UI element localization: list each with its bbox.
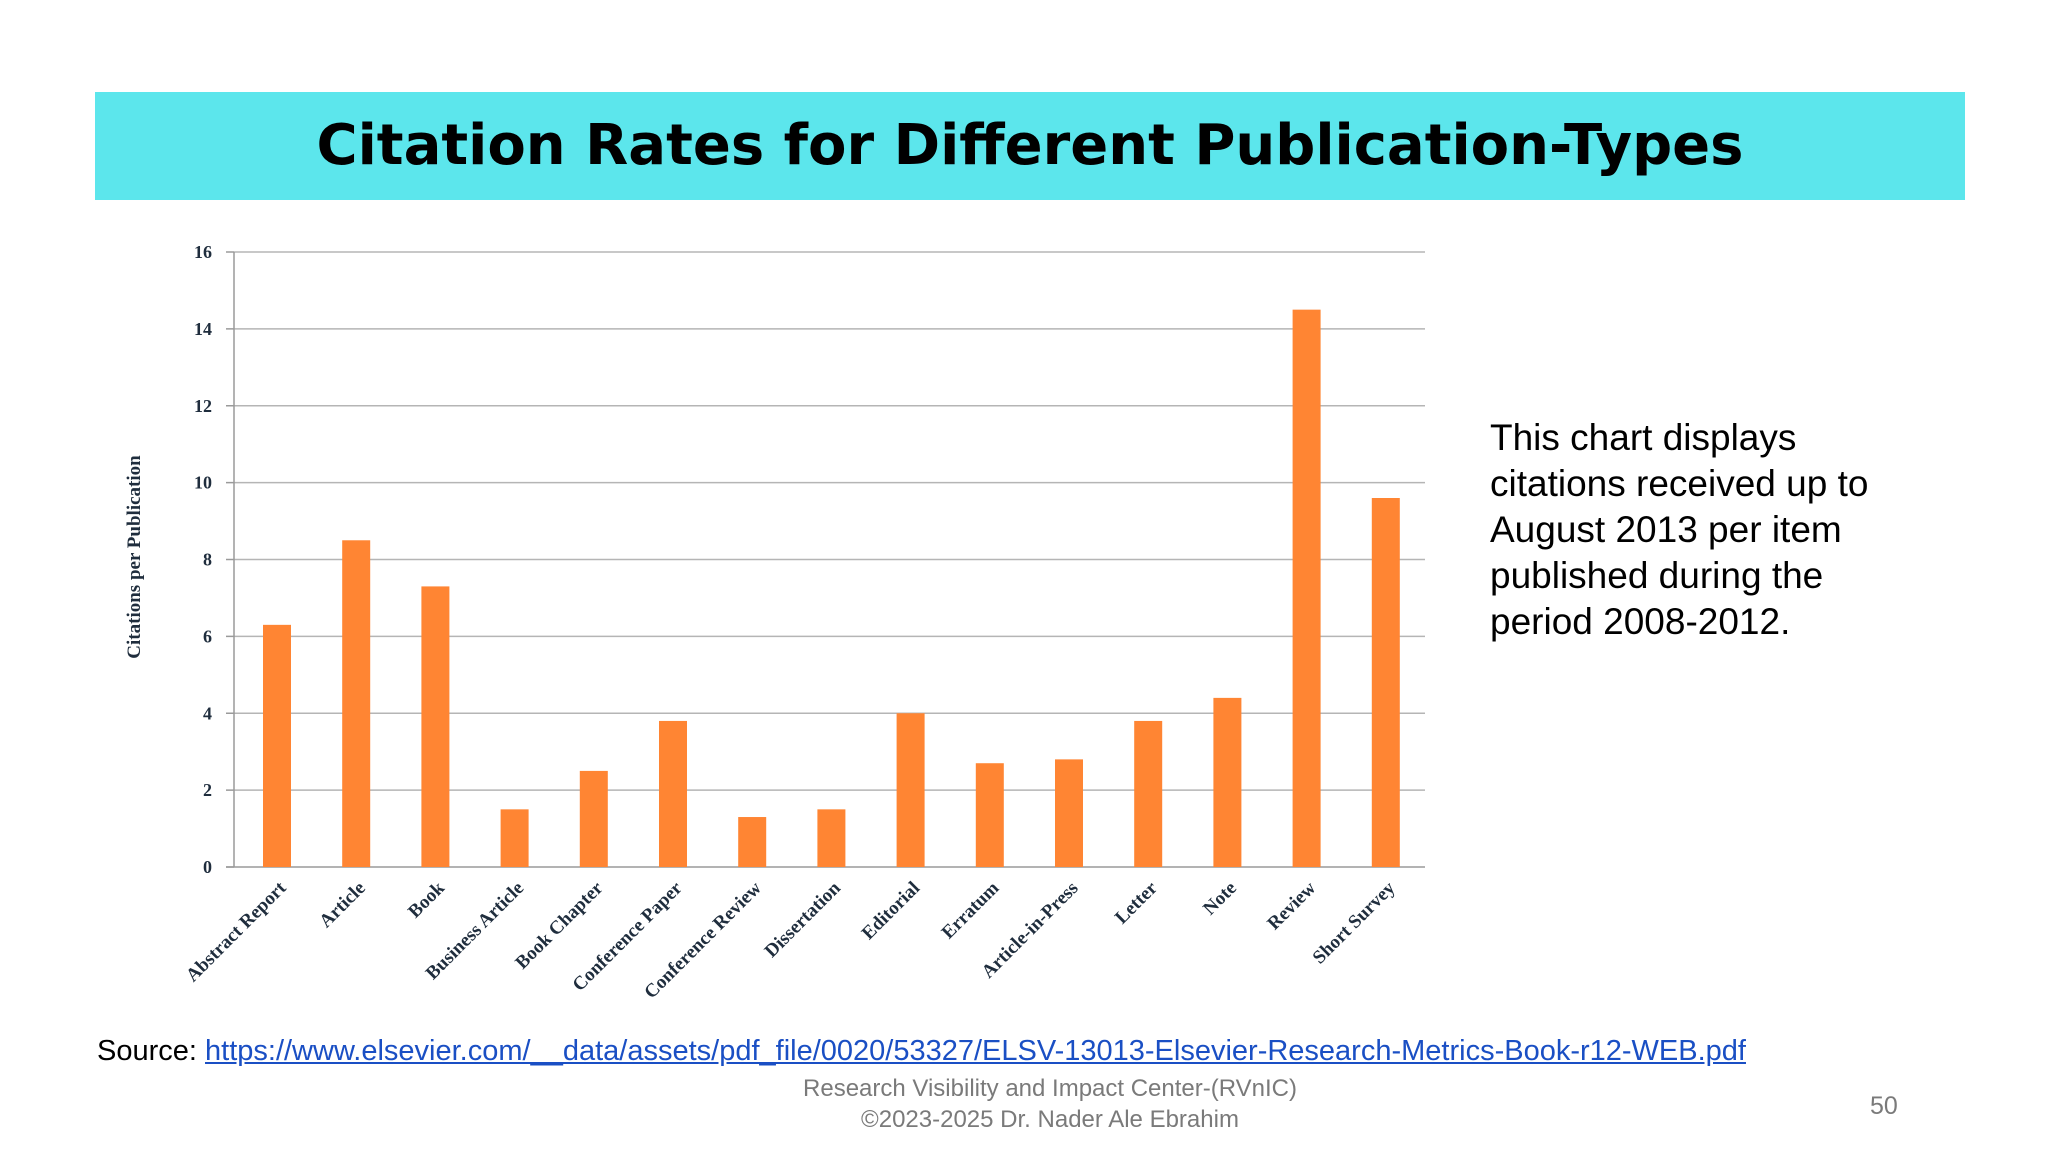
x-tick-label: Abstract Report (182, 877, 291, 986)
bar-letter (1134, 720, 1163, 867)
bar-note (1213, 697, 1242, 867)
chart-gridlines (234, 251, 1425, 791)
source-line: Source: https://www.elsevier.com/__data/… (97, 1035, 1746, 1068)
bar-short-survey (1371, 498, 1400, 867)
bar-article (342, 540, 371, 867)
slide-title: Citation Rates for Different Publication… (316, 113, 1744, 178)
bar-conference-paper (659, 720, 687, 867)
source-link[interactable]: https://www.elsevier.com/__data/assets/p… (205, 1035, 1746, 1067)
footer-organization: Research Visibility and Impact Center-(R… (803, 1075, 1297, 1102)
x-tick-label: Book (404, 877, 449, 922)
bar-book-chapter (579, 770, 608, 867)
x-tick-label: Editorial (858, 878, 924, 944)
y-tick-label: 6 (203, 626, 212, 646)
bar-editorial (896, 713, 925, 867)
y-tick-label: 0 (203, 857, 212, 877)
y-tick-label: 14 (194, 319, 212, 339)
chart-y-tick-labels: 0 2 4 6 8 10 12 14 16 (194, 242, 212, 877)
y-tick-label: 4 (203, 703, 212, 723)
bar-article-in-press (1055, 759, 1083, 867)
bar-book (421, 586, 450, 867)
x-tick-label: Letter (1111, 877, 1162, 928)
bar-abstract-report (263, 624, 291, 867)
x-tick-label: Dissertation (761, 877, 846, 962)
y-tick-label: 2 (203, 780, 212, 800)
bar-review (1292, 309, 1321, 867)
footer: Research Visibility and Impact Center-(R… (700, 1073, 1400, 1135)
chart-bars (263, 309, 1400, 867)
bar-chart: 0 2 4 6 8 10 12 14 16 Abstract Report Article Book… (124, 242, 1425, 1003)
source-label: Source: (97, 1035, 197, 1067)
footer-copyright: ©2023-2025 Dr. Nader Ale Ebrahim (861, 1106, 1239, 1133)
bar-conference-review (738, 817, 767, 867)
page-number: 50 (1870, 1092, 1898, 1120)
y-axis-label: Citations per Publication (124, 455, 145, 659)
bar-business-article (500, 809, 529, 867)
x-tick-label: Erratum (938, 878, 1004, 944)
bar-dissertation (817, 809, 846, 867)
x-tick-label: Article (315, 878, 369, 932)
x-tick-label: Note (1199, 878, 1241, 920)
chart-description: This chart displays citations received u… (1490, 417, 1869, 642)
x-tick-label: Short Survey (1309, 877, 1400, 968)
title-bar: Citation Rates for Different Publication… (95, 92, 1965, 200)
bar-erratum (975, 763, 1004, 867)
y-tick-label: 8 (203, 550, 212, 570)
y-tick-label: 10 (194, 473, 212, 493)
y-tick-label: 12 (194, 396, 212, 416)
x-tick-label: Review (1264, 877, 1321, 934)
y-tick-label: 16 (194, 242, 212, 262)
